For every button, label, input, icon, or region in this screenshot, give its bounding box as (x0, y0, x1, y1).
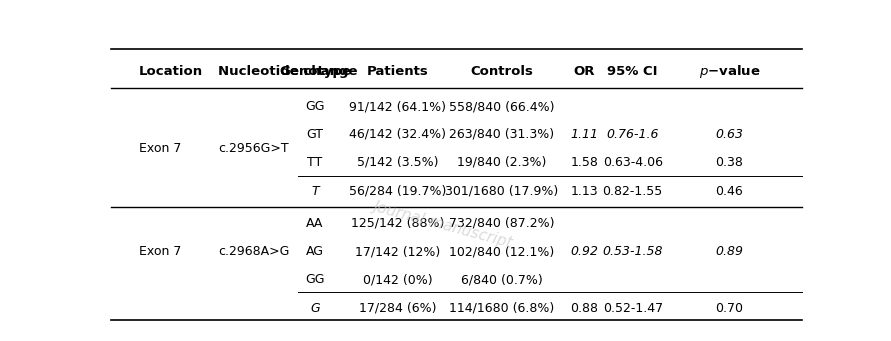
Text: c.2956G>T: c.2956G>T (218, 142, 289, 155)
Text: 0.38: 0.38 (715, 156, 743, 169)
Text: 114/1680 (6.8%): 114/1680 (6.8%) (449, 302, 554, 315)
Text: 91/142 (64.1%): 91/142 (64.1%) (349, 100, 446, 113)
Text: 558/840 (66.4%): 558/840 (66.4%) (449, 100, 554, 113)
Text: Location: Location (139, 64, 203, 78)
Text: 1.13: 1.13 (570, 184, 598, 198)
Text: 1.58: 1.58 (570, 156, 599, 169)
Text: GG: GG (306, 273, 325, 286)
Text: 17/284 (6%): 17/284 (6%) (359, 302, 437, 315)
Text: 0.52-1.47: 0.52-1.47 (602, 302, 663, 315)
Text: T: T (311, 184, 319, 198)
Text: 263/840 (31.3%): 263/840 (31.3%) (449, 128, 554, 140)
Text: 0.92: 0.92 (570, 245, 599, 258)
Text: $\mathbf{\mathit{p}}$$\bf{-value}$: $\mathbf{\mathit{p}}$$\bf{-value}$ (699, 63, 760, 79)
Text: OR: OR (574, 64, 595, 78)
Text: 301/1680 (17.9%): 301/1680 (17.9%) (445, 184, 558, 198)
Text: GT: GT (307, 128, 323, 140)
Text: 0.88: 0.88 (570, 302, 599, 315)
Text: Exon 7: Exon 7 (139, 142, 182, 155)
Text: 0.70: 0.70 (715, 302, 743, 315)
Text: TT: TT (307, 156, 323, 169)
Text: 0.46: 0.46 (715, 184, 743, 198)
Text: 0.63-4.06: 0.63-4.06 (602, 156, 663, 169)
Text: 5/142 (3.5%): 5/142 (3.5%) (357, 156, 438, 169)
Text: 0.53-1.58: 0.53-1.58 (602, 245, 663, 258)
Text: Exon 7: Exon 7 (139, 245, 182, 258)
Text: 95% CI: 95% CI (608, 64, 658, 78)
Text: AA: AA (307, 217, 323, 230)
Text: 46/142 (32.4%): 46/142 (32.4%) (349, 128, 446, 140)
Text: 56/284 (19.7%): 56/284 (19.7%) (349, 184, 446, 198)
Text: Controls: Controls (470, 64, 533, 78)
Text: 1.11: 1.11 (570, 128, 599, 140)
Text: 732/840 (87.2%): 732/840 (87.2%) (449, 217, 554, 230)
Text: 0/142 (0%): 0/142 (0%) (364, 273, 433, 286)
Text: 6/840 (0.7%): 6/840 (0.7%) (461, 273, 543, 286)
Text: GG: GG (306, 100, 325, 113)
Text: Nucleotide change: Nucleotide change (218, 64, 358, 78)
Text: 17/142 (12%): 17/142 (12%) (356, 245, 440, 258)
Text: Patients: Patients (367, 64, 429, 78)
Text: Journal manuscript: Journal manuscript (372, 199, 514, 251)
Text: Genotype: Genotype (279, 64, 351, 78)
Text: 0.82-1.55: 0.82-1.55 (602, 184, 663, 198)
Text: c.2968A>G: c.2968A>G (218, 245, 290, 258)
Text: 0.76-1.6: 0.76-1.6 (607, 128, 659, 140)
Text: G: G (310, 302, 320, 315)
Text: 102/840 (12.1%): 102/840 (12.1%) (449, 245, 554, 258)
Text: 125/142 (88%): 125/142 (88%) (351, 217, 445, 230)
Text: AG: AG (307, 245, 324, 258)
Text: 0.63: 0.63 (715, 128, 743, 140)
Text: 0.89: 0.89 (715, 245, 743, 258)
Text: 19/840 (2.3%): 19/840 (2.3%) (457, 156, 546, 169)
